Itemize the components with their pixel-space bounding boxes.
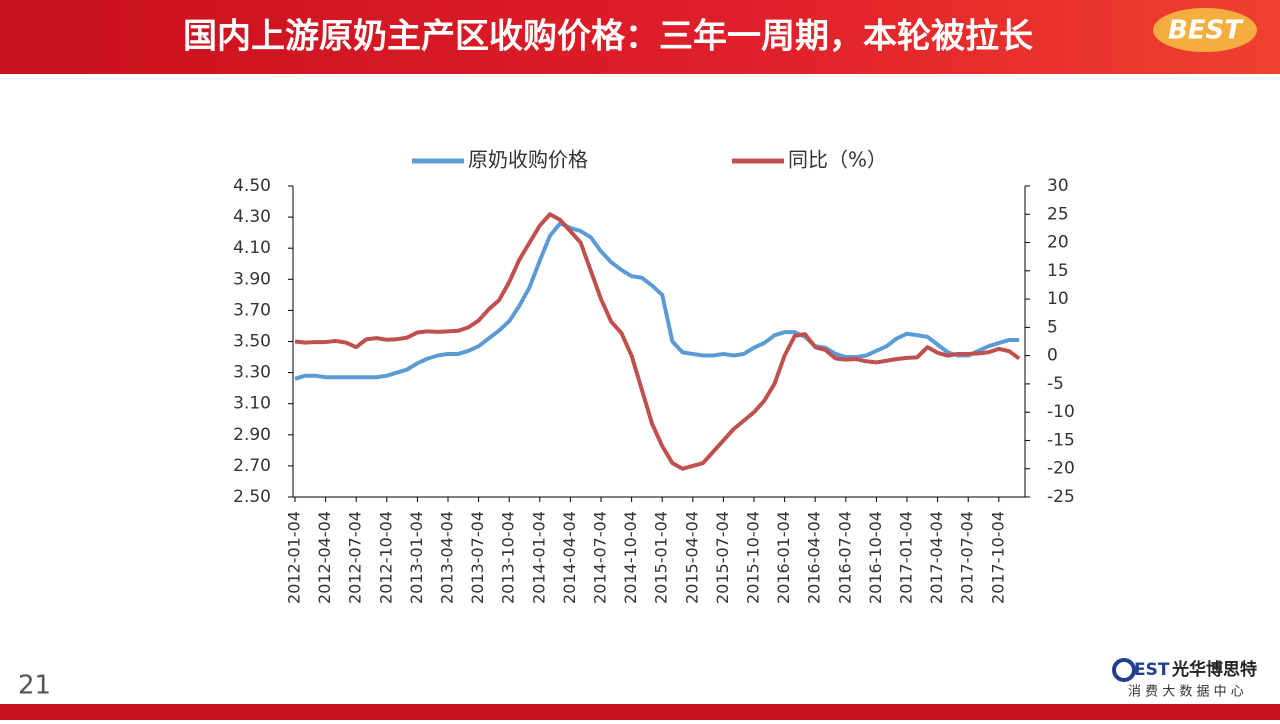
y-tick-label: 2.70 [233,456,271,476]
x-tick-label: 2013-10-04 [499,511,518,604]
y2-tick-label: 0 [1047,346,1058,366]
footer-logo: EST [1134,660,1170,680]
y-tick-label: 3.90 [233,269,271,289]
legend-label: 同比（%） [788,148,887,172]
y2-tick-label: -25 [1047,487,1075,507]
y2-tick-label: 10 [1047,289,1069,309]
y-tick-label: 2.90 [233,425,271,445]
x-tick-label: 2016-10-04 [866,511,885,604]
x-tick-label: 2016-04-04 [805,511,824,604]
y2-tick-label: 30 [1047,176,1069,196]
y-tick-label: 3.50 [233,332,271,352]
x-tick-label: 2015-04-04 [682,511,701,604]
x-tick-label: 2012-07-04 [346,511,365,604]
x-tick-label: 2013-01-04 [407,511,426,604]
x-tick-label: 2014-10-04 [621,511,640,604]
x-tick-label: 2012-01-04 [285,511,304,604]
x-tick-label: 2016-07-04 [835,511,854,604]
legend-label: 原奶收购价格 [468,148,588,172]
x-tick-label: 2015-10-04 [744,511,763,604]
y2-tick-label: 15 [1047,261,1069,281]
footer-sub: 消 费 大 数 据 中 心 [1128,685,1244,700]
x-tick-label: 2012-10-04 [376,511,395,604]
y2-tick-label: -10 [1047,402,1075,422]
y-tick-label: 3.70 [233,300,271,320]
x-tick-label: 2013-04-04 [438,511,457,604]
y-tick-label: 3.10 [233,394,271,414]
y2-tick-label: -20 [1047,459,1075,479]
header-logo: BEST [1168,16,1244,46]
y-tick-label: 4.50 [233,176,271,196]
series-line [294,212,1021,471]
x-tick-label: 2016-01-04 [774,511,793,604]
y-tick-label: 4.10 [233,238,271,258]
x-tick-label: 2017-01-04 [897,511,916,604]
y-tick-label: 4.30 [233,207,271,227]
x-tick-label: 2014-07-04 [591,511,610,604]
footer-band [0,704,1280,720]
logo-badge [1153,8,1257,52]
page-number: 21 [18,671,51,701]
y-tick-label: 2.50 [233,487,271,507]
y-tick-label: 3.30 [233,363,271,383]
series-line [294,221,1020,381]
y2-tick-label: 20 [1047,233,1069,253]
y2-tick-label: -5 [1047,374,1064,394]
y2-tick-label: -15 [1047,430,1075,450]
x-tick-label: 2012-04-04 [315,511,334,604]
footer-brand: 光华博思特 [1171,659,1257,680]
x-tick-label: 2015-01-04 [652,511,671,604]
x-tick-label: 2017-07-04 [958,511,977,604]
x-tick-label: 2017-10-04 [988,511,1007,604]
x-tick-label: 2015-07-04 [713,511,732,604]
y2-tick-label: 25 [1047,204,1069,224]
logo-mark [1112,658,1136,682]
x-tick-label: 2014-01-04 [529,511,548,604]
x-tick-label: 2014-04-04 [560,511,579,604]
y2-tick-label: 5 [1047,317,1058,337]
slide-title: 国内上游原奶主产区收购价格：三年一周期，本轮被拉长 [183,17,1033,57]
x-tick-label: 2013-07-04 [468,511,487,604]
header-band [0,0,1280,74]
x-tick-label: 2017-04-04 [927,511,946,604]
